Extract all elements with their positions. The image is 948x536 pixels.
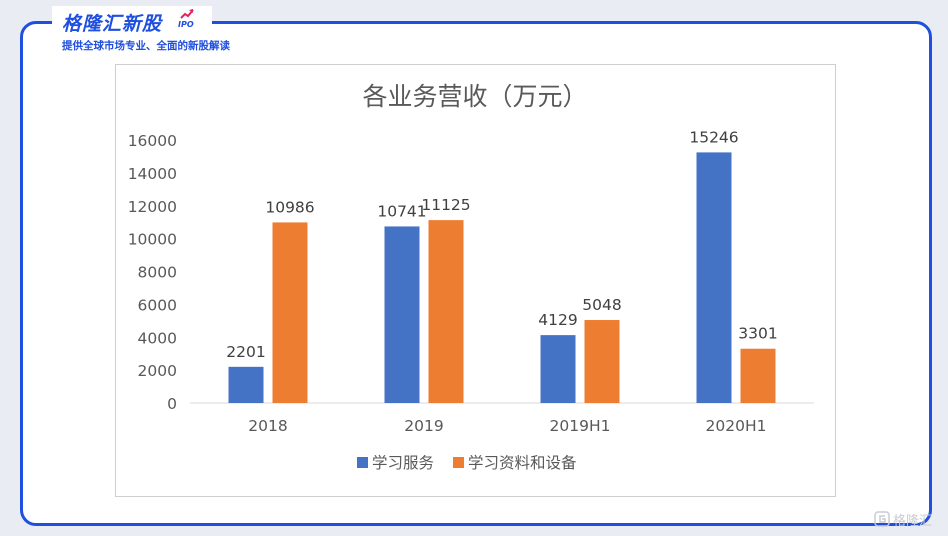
bar-series2 [740, 348, 776, 403]
chart-title: 各业务营收（万元） [362, 82, 587, 111]
bar-series1 [696, 152, 732, 403]
x-tick-label: 2020H1 [706, 417, 767, 435]
data-label: 2201 [226, 343, 265, 361]
x-tick-label: 2019H1 [550, 417, 611, 435]
data-label: 4129 [538, 311, 577, 329]
x-tick-label: 2018 [248, 417, 287, 435]
y-tick-label: 16000 [128, 132, 177, 150]
y-tick-label: 8000 [138, 264, 177, 282]
data-label: 10741 [377, 202, 426, 220]
bar-series2 [272, 222, 308, 403]
y-tick-label: 2000 [138, 362, 177, 380]
bar-series2 [428, 220, 464, 403]
data-label: 3301 [738, 325, 777, 343]
y-tick-label: 6000 [138, 296, 177, 314]
data-label: 11125 [421, 196, 470, 214]
y-tick-label: 0 [167, 395, 177, 413]
y-tick-label: 10000 [128, 231, 177, 249]
data-label: 10986 [265, 198, 314, 216]
bar-chart: 各业务营收（万元） 0 2000 4000 6000 8000 10000 12000 1400… [128, 82, 814, 472]
bar-series1 [540, 335, 576, 403]
trend-arrow-icon [180, 9, 194, 19]
brand-slogan: 提供全球市场专业、全面的新股解读 [62, 40, 230, 52]
legend-swatch-series2 [453, 457, 464, 468]
watermark-text: 格隆汇 [893, 514, 933, 529]
bar-series1 [384, 226, 420, 403]
bar-series2 [584, 320, 620, 403]
data-label: 5048 [582, 296, 621, 314]
x-tick-label: 2019 [404, 417, 443, 435]
brand-logo-text: 格隆汇新股 [62, 13, 163, 35]
data-label: 15246 [689, 128, 738, 146]
chart-panel: 各业务营收（万元） 0 2000 4000 6000 8000 10000 12000 1400… [115, 64, 836, 497]
y-tick-label: 4000 [138, 329, 177, 347]
legend-label-series2: 学习资料和设备 [468, 454, 577, 472]
watermark-logo-icon [874, 511, 890, 527]
legend-swatch-series1 [357, 457, 368, 468]
brand-ipo-label: IPO [178, 20, 194, 29]
bar-series1 [228, 366, 264, 403]
legend-label-series1: 学习服务 [372, 454, 434, 472]
y-tick-label: 12000 [128, 198, 177, 216]
y-tick-label: 14000 [128, 165, 177, 183]
